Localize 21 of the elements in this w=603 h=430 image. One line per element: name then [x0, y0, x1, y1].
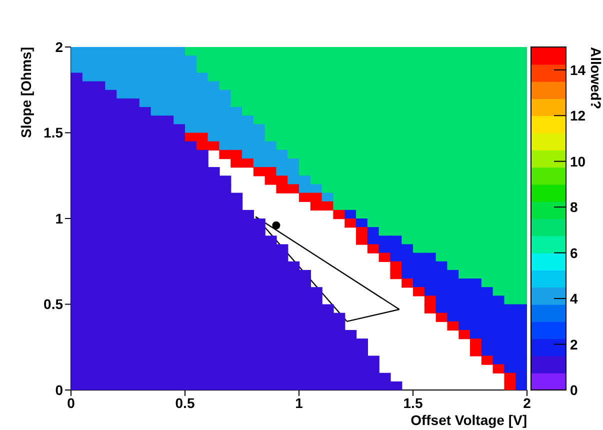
- x-tick-label: 0: [67, 394, 76, 411]
- y-tick-label: 0.5: [44, 296, 64, 312]
- color-bar-label: 0: [570, 382, 578, 398]
- color-bar-title: Allowed?: [588, 47, 603, 110]
- y-tick-label: 2: [55, 38, 64, 55]
- x-tick-label: 1: [295, 394, 304, 411]
- x-tick-label: 2: [523, 394, 532, 411]
- color-bar-label: 4: [570, 290, 578, 307]
- x-tick-label: 1.5: [403, 394, 423, 411]
- color-bar-label: 6: [570, 244, 578, 261]
- x-tick-label: 0.5: [175, 394, 195, 411]
- color-bar-label: 14: [570, 62, 586, 78]
- x-axis-title: Offset Voltage [V]: [410, 412, 527, 428]
- y-tick-label: 0: [55, 382, 64, 398]
- color-bar-label: 10: [570, 153, 586, 170]
- y-tick-label: 1.5: [44, 124, 64, 141]
- y-axis-title: Slope [Ohms]: [18, 47, 34, 138]
- color-bar-label: 8: [570, 199, 578, 216]
- y-tick-label: 1: [55, 210, 64, 226]
- color-bar-label: 2: [570, 336, 578, 352]
- color-bar-label: 12: [570, 108, 586, 124]
